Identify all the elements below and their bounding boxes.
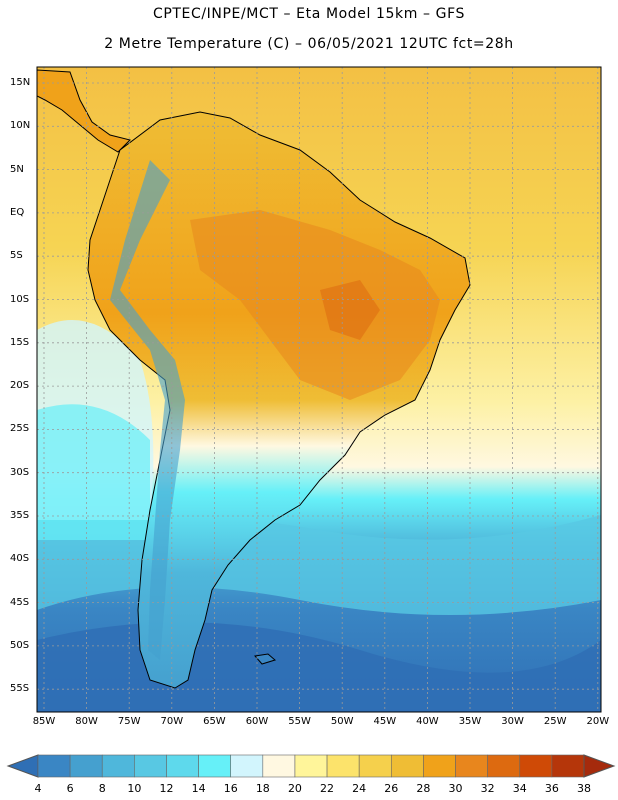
lat-label: 10S	[10, 293, 30, 305]
lat-label: 45S	[10, 596, 30, 608]
colorbar-label: 16	[223, 782, 238, 795]
lat-label: 35S	[10, 510, 30, 521]
colorbar-label: 36	[544, 782, 559, 795]
lat-label: 10N	[10, 120, 31, 132]
colorbar-swatch	[519, 754, 553, 778]
lon-label: 70W	[160, 716, 184, 727]
colorbar-low-arrow	[6, 754, 39, 778]
lat-label: 55S	[10, 683, 30, 695]
colorbar-swatch	[455, 754, 488, 778]
colorbar-swatch	[358, 754, 392, 778]
lon-label: 50W	[330, 716, 354, 727]
colorbar-label: 12	[159, 782, 174, 795]
colorbar-label: 34	[512, 782, 527, 795]
colorbar-label: 26	[384, 782, 399, 795]
lat-label: 40S	[10, 553, 30, 565]
colorbar-label: 14	[191, 782, 206, 795]
lat-label: 30S	[10, 466, 30, 478]
lon-label: 35W	[458, 716, 482, 727]
lon-label: 60W	[245, 716, 269, 727]
colorbar-label: 30	[448, 782, 463, 795]
andes-cold-strip	[110, 160, 185, 660]
lon-label: 65W	[203, 716, 226, 727]
map-title: CPTEC/INPE/MCT – Eta Model 15km – GFS	[152, 6, 466, 22]
lon-label: 80W	[75, 716, 98, 727]
colorbar-swatch	[262, 754, 296, 778]
colorbar-label: 28	[416, 782, 431, 795]
colorbar-swatch	[390, 754, 424, 778]
colorbar-swatch	[198, 754, 232, 778]
colorbar-label: 4	[34, 782, 42, 795]
gridlines	[37, 67, 601, 712]
colorbar-label: 32	[480, 782, 495, 795]
colorbar-swatch	[37, 754, 71, 778]
map-subtitle: 2 Metre Temperature (C) – 06/05/2021 12U…	[104, 36, 514, 52]
lat-label: 20S	[10, 380, 30, 392]
colorbar-swatch	[230, 754, 264, 778]
colorbar-label: 38	[577, 782, 591, 795]
colorbar-label: 20	[287, 782, 302, 795]
colorbar-label: 6	[66, 782, 74, 795]
colorbar-swatch	[166, 754, 199, 778]
plot-frame	[36, 66, 602, 713]
colorbar-swatch	[69, 754, 103, 778]
hottest-core-region	[320, 280, 380, 340]
lat-label: 25S	[10, 423, 30, 435]
hot-interior-region	[190, 210, 440, 400]
lon-label: 45W	[373, 716, 397, 727]
lon-label: 55W	[288, 716, 311, 727]
colorbar	[6, 754, 616, 778]
colorbar-label: 22	[320, 782, 335, 795]
lon-label: 30W	[501, 716, 524, 727]
colorbar-swatch	[423, 754, 456, 778]
lat-label: 5S	[10, 250, 23, 262]
colorbar-label: 10	[127, 782, 142, 795]
lat-label: EQ	[10, 206, 25, 218]
colorbar-label: 24	[352, 782, 367, 795]
colorbar-swatch	[326, 754, 360, 778]
lat-label: 5N	[10, 163, 24, 175]
lon-label: 20W	[586, 716, 610, 727]
lon-label: 85W	[32, 716, 56, 727]
colorbar-label: 18	[255, 782, 270, 795]
colorbar-swatch	[101, 754, 135, 778]
colorbar-label: 8	[98, 782, 106, 795]
lon-label: 75W	[117, 716, 141, 727]
lat-label: 50S	[10, 639, 30, 651]
colorbar-swatch	[294, 754, 328, 778]
lat-label: 15N	[10, 77, 31, 88]
lat-label: 15S	[10, 336, 30, 348]
colorbar-swatch	[487, 754, 521, 778]
colorbar-swatch	[134, 754, 167, 778]
falkland-islands	[254, 653, 277, 665]
pacific-cyan-tongue	[37, 404, 150, 540]
colorbar-high-arrow	[583, 754, 616, 778]
lon-label: 40W	[416, 716, 439, 727]
central-america-land	[37, 69, 131, 153]
lon-label: 25W	[543, 716, 567, 727]
colorbar-swatch	[551, 754, 585, 778]
